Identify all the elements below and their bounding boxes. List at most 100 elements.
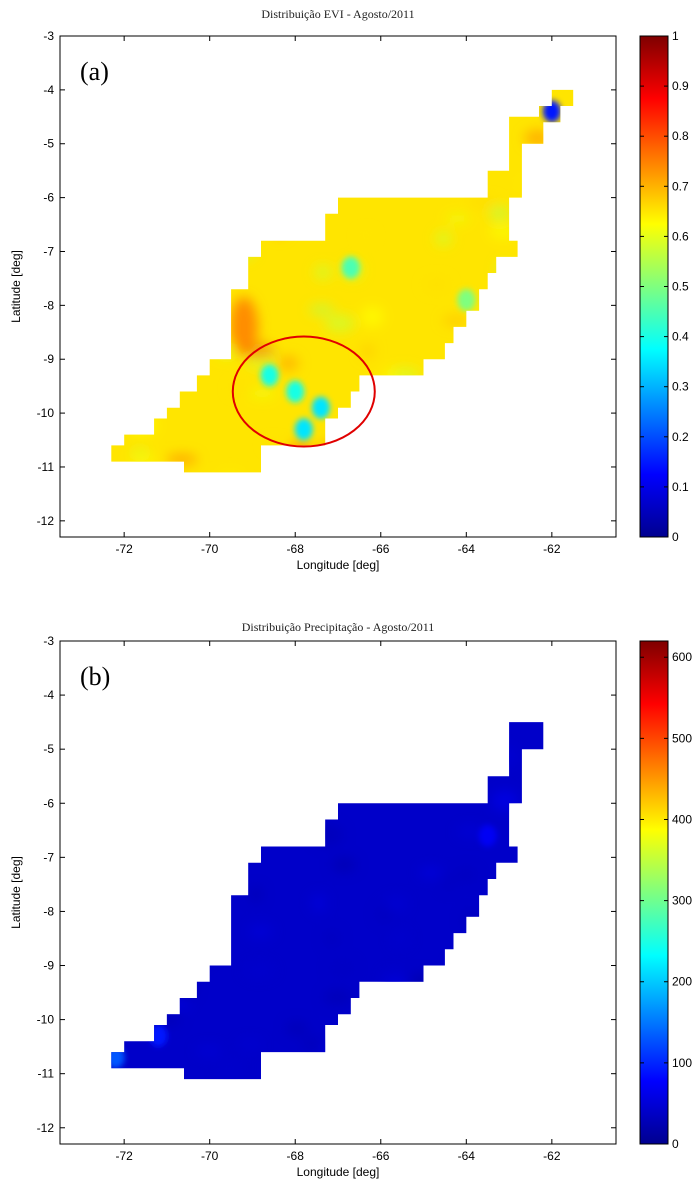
colorbar-tick-label: 300 bbox=[672, 894, 692, 908]
heatmap-cell bbox=[360, 344, 375, 359]
y-tick-label: -4 bbox=[43, 83, 54, 97]
colorbar bbox=[640, 641, 668, 1144]
chart-evi-panel: Distribuição EVI - Agosto/2011-72 -70 -68-… bbox=[9, 7, 689, 572]
y-tick-label: -12 bbox=[37, 514, 55, 528]
y-tick-label: -9 bbox=[43, 959, 54, 973]
colorbar-tick-label: 0.4 bbox=[672, 330, 689, 344]
y-tick-label: -4 bbox=[43, 688, 54, 702]
heatmap-cell bbox=[314, 265, 332, 280]
heatmap-cell bbox=[277, 355, 299, 371]
heatmap-cell bbox=[391, 930, 410, 948]
heatmap-cell bbox=[442, 316, 470, 326]
x-tick-label: -68 bbox=[287, 1149, 305, 1163]
y-tick-label: -5 bbox=[43, 742, 54, 756]
heatmap-cell bbox=[455, 868, 477, 882]
y-tick-label: -3 bbox=[43, 634, 54, 648]
colorbar-tick-label: 0.2 bbox=[672, 430, 689, 444]
data-spot bbox=[478, 824, 497, 847]
heatmap-cell bbox=[376, 904, 393, 923]
data-spot bbox=[457, 288, 476, 311]
heatmap-cell bbox=[248, 924, 273, 939]
colorbar-tick-label: 0 bbox=[672, 1137, 679, 1151]
heatmap-cell bbox=[323, 990, 352, 1005]
y-tick-label: -6 bbox=[43, 796, 54, 810]
x-tick-label: -68 bbox=[287, 542, 305, 556]
heatmap-cell bbox=[248, 388, 277, 399]
y-tick-label: -10 bbox=[37, 406, 55, 420]
heatmap-cell bbox=[229, 296, 258, 357]
heatmap-cell bbox=[359, 231, 374, 240]
colorbar-tick-label: 200 bbox=[672, 975, 692, 989]
panel-label: (b) bbox=[80, 662, 110, 691]
colorbar-tick-label: 0.1 bbox=[672, 480, 689, 494]
axes-frame bbox=[59, 640, 617, 1145]
y-tick-label: -11 bbox=[38, 460, 55, 474]
x-tick-label: -66 bbox=[372, 542, 390, 556]
x-tick-label: -62 bbox=[543, 1149, 561, 1163]
heatmap-cell bbox=[445, 213, 470, 224]
x-tick-label: -64 bbox=[458, 1149, 476, 1163]
heatmap-cell bbox=[238, 1040, 262, 1050]
y-tick-label: -11 bbox=[38, 1067, 55, 1081]
panel-label: (a) bbox=[80, 57, 109, 86]
heatmap-cell bbox=[360, 306, 384, 328]
y-tick-label: -8 bbox=[43, 904, 54, 918]
x-tick-label: -70 bbox=[201, 1149, 219, 1163]
heatmap-cell bbox=[457, 826, 484, 837]
heatmap-cell bbox=[435, 231, 452, 246]
y-tick-label: -6 bbox=[43, 191, 54, 205]
y-axis-label: Latitude [deg] bbox=[9, 856, 23, 929]
heatmap-cell bbox=[216, 1057, 244, 1077]
y-tick-label: -9 bbox=[43, 352, 54, 366]
heatmap-cell bbox=[419, 867, 442, 878]
colorbar-tick-label: 0.9 bbox=[672, 79, 689, 93]
heatmap-cell bbox=[311, 894, 327, 913]
chart-precip-panel: Distribuição Precipitação - Agosto/2011 -… bbox=[9, 620, 692, 1179]
heatmap-cell bbox=[196, 1046, 222, 1056]
chart-title: Distribuição Precipitação - Agosto/2011 bbox=[242, 620, 435, 634]
colorbar-tick-label: 400 bbox=[672, 812, 692, 826]
x-axis-label: Longitude [deg] bbox=[297, 558, 380, 572]
heatmap-cell bbox=[331, 857, 356, 872]
x-tick-label: -62 bbox=[543, 542, 561, 556]
data-spot bbox=[311, 396, 330, 419]
data-spot bbox=[294, 418, 313, 441]
x-tick-label: -72 bbox=[115, 542, 133, 556]
heatmap-cell bbox=[329, 958, 355, 978]
highlight-ellipse bbox=[231, 335, 376, 448]
colorbar bbox=[640, 36, 668, 537]
y-tick-label: -7 bbox=[43, 850, 54, 864]
heatmap-cell bbox=[130, 448, 150, 457]
colorbar-frame bbox=[639, 640, 669, 1145]
heatmap-cell bbox=[468, 198, 499, 207]
data-spot bbox=[286, 380, 305, 403]
y-tick-label: -10 bbox=[37, 1013, 55, 1027]
y-axis-label: Latitude [deg] bbox=[9, 250, 23, 323]
heatmap-cell bbox=[323, 929, 341, 948]
data-spot bbox=[260, 364, 279, 387]
colorbar-tick-label: 0.5 bbox=[672, 280, 689, 294]
heatmap-cell bbox=[229, 383, 254, 395]
x-tick-label: -64 bbox=[458, 542, 476, 556]
chart-title: Distribuição EVI - Agosto/2011 bbox=[261, 7, 414, 21]
y-tick-label: -5 bbox=[43, 137, 54, 151]
y-tick-label: -3 bbox=[43, 29, 54, 43]
colorbar-tick-label: 600 bbox=[672, 650, 692, 664]
data-spot bbox=[341, 256, 360, 279]
heatmap-cell bbox=[244, 963, 274, 978]
colorbar-tick-label: 1 bbox=[672, 29, 679, 43]
heatmap-cell bbox=[385, 896, 407, 911]
x-tick-label: -72 bbox=[115, 1149, 133, 1163]
colorbar-tick-label: 0.8 bbox=[672, 129, 689, 143]
colorbar-tick-label: 100 bbox=[672, 1056, 692, 1070]
y-tick-label: -7 bbox=[43, 244, 54, 258]
colorbar-tick-label: 0.3 bbox=[672, 380, 689, 394]
axes-frame bbox=[59, 35, 617, 538]
heatmap-cell bbox=[324, 314, 355, 332]
x-tick-label: -66 bbox=[372, 1149, 390, 1163]
heatmap-cell bbox=[301, 1037, 324, 1051]
y-tick-label: -12 bbox=[37, 1121, 55, 1135]
heatmap-cell bbox=[285, 1021, 309, 1036]
heatmap-cell bbox=[441, 874, 457, 891]
